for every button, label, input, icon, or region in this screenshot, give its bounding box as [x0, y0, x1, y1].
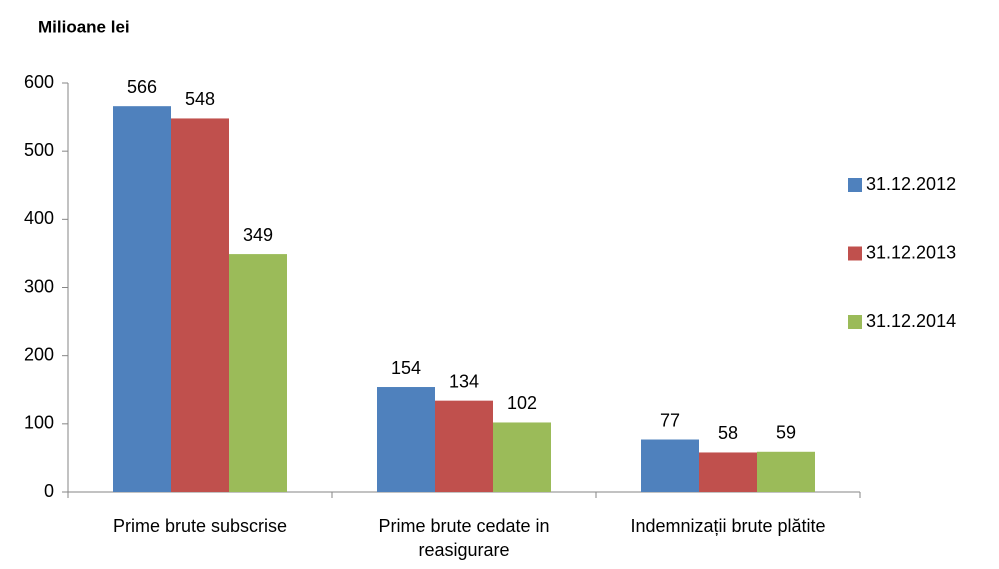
y-tick-label: 400 — [24, 208, 54, 228]
bar — [435, 400, 493, 492]
y-tick-label: 300 — [24, 276, 54, 296]
bar — [171, 118, 229, 493]
y-tick-label: 500 — [24, 140, 54, 160]
y-tick-label: 600 — [24, 72, 54, 92]
legend-swatch — [848, 246, 862, 261]
x-tick-label: Prime brute subscrise — [112, 516, 288, 536]
y-tick-label: 0 — [44, 481, 54, 501]
bar — [757, 451, 815, 492]
legend-swatch — [848, 178, 862, 192]
y-tick-label: 200 — [24, 344, 54, 364]
legend-label: 31.12.2012 — [866, 174, 956, 194]
data-label: 134 — [449, 371, 479, 391]
data-label: 154 — [391, 358, 421, 378]
data-label: 548 — [185, 89, 215, 109]
y-axis-label: Milioane lei — [38, 17, 130, 36]
data-label: 349 — [243, 225, 273, 245]
data-label: 77 — [660, 410, 680, 430]
data-label: 58 — [718, 423, 738, 443]
legend-swatch — [848, 315, 862, 329]
data-label: 566 — [127, 77, 157, 97]
legend-label: 31.12.2014 — [866, 311, 956, 331]
data-label: 59 — [776, 423, 796, 443]
x-tick-label: Prime brute cedate in reasigurare — [378, 516, 550, 560]
bar — [113, 106, 171, 492]
bar — [229, 254, 287, 492]
bar — [699, 452, 757, 492]
legend-label: 31.12.2013 — [866, 242, 956, 262]
y-tick-label: 100 — [24, 413, 54, 433]
bar — [641, 439, 699, 492]
bar — [493, 422, 551, 492]
data-label: 102 — [507, 393, 537, 413]
x-tick-label: Indemnizații brute plătite — [630, 516, 826, 536]
bar — [377, 387, 435, 492]
